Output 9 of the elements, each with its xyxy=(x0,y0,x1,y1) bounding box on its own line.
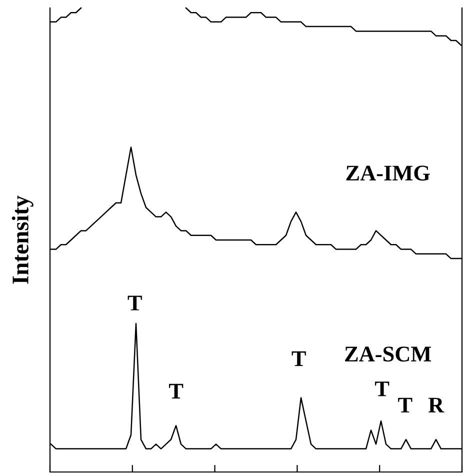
annotation: T xyxy=(169,384,184,398)
y-axis-title: Intensity xyxy=(12,196,34,284)
annotation: T xyxy=(128,296,142,310)
annotation: T xyxy=(375,382,390,396)
annotation: T xyxy=(398,398,412,412)
annotation: R xyxy=(428,398,444,412)
text: ZA-IMG xyxy=(346,166,430,181)
text: ZA-SCM xyxy=(345,346,432,362)
annotation: T xyxy=(292,351,306,366)
